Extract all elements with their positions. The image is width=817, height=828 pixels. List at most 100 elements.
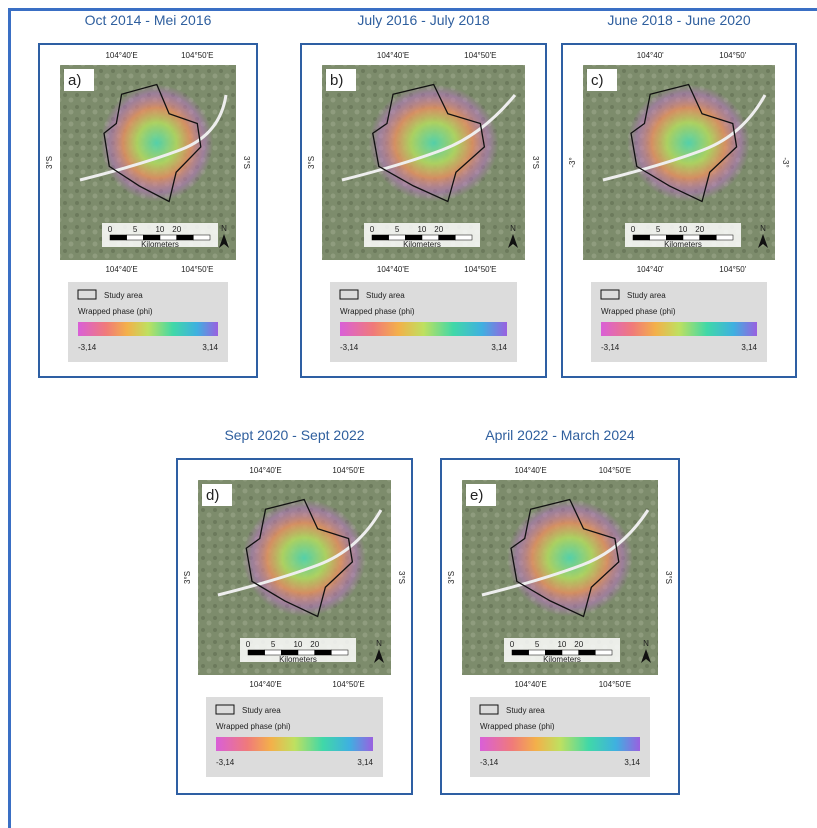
panel-label: a) xyxy=(68,72,81,89)
scale-segment xyxy=(700,235,717,240)
scale-segment xyxy=(177,235,194,240)
scale-segment xyxy=(110,235,127,240)
phase-overlay xyxy=(242,500,366,617)
top-tick-label: 104°50'E xyxy=(464,51,496,60)
scale-unit: Kilometers xyxy=(279,655,317,664)
legend-phase-title: Wrapped phase (phi) xyxy=(480,722,555,731)
north-label: N xyxy=(643,639,649,648)
panel-label: e) xyxy=(470,487,483,504)
scale-label: 10 xyxy=(155,225,164,234)
bottom-tick-label: 104°40'E xyxy=(377,265,409,274)
left-tick-label: -3° xyxy=(568,157,577,167)
north-label: N xyxy=(760,224,766,233)
top-tick-label: 104°40'E xyxy=(249,466,281,475)
scale-label: 5 xyxy=(395,225,400,234)
legend-colorbar xyxy=(340,322,507,336)
legend-min: -3,14 xyxy=(601,343,620,352)
legend-study-area: Study area xyxy=(627,291,666,300)
scale-label: 10 xyxy=(678,225,687,234)
scale-label: 20 xyxy=(310,640,319,649)
scale-label: 20 xyxy=(172,225,181,234)
legend-min: -3,14 xyxy=(340,343,359,352)
top-tick-label: 104°50'E xyxy=(599,466,631,475)
phase-overlay xyxy=(507,500,632,617)
legend-min: -3,14 xyxy=(78,343,97,352)
scale-label: 5 xyxy=(271,640,276,649)
scale-label: 0 xyxy=(510,640,515,649)
phase-overlay xyxy=(627,85,750,202)
scale-unit: Kilometers xyxy=(403,240,441,249)
scale-label: 20 xyxy=(434,225,443,234)
right-tick-label: 3°S xyxy=(664,571,673,584)
bottom-tick-label: 104°40'E xyxy=(514,680,546,689)
scale-label: 20 xyxy=(695,225,704,234)
panel-label: c) xyxy=(591,72,604,89)
scale-unit: Kilometers xyxy=(664,240,702,249)
scale-segment xyxy=(633,235,650,240)
scale-segment xyxy=(595,650,612,655)
left-tick-label: 3°S xyxy=(183,571,192,584)
scale-unit: Kilometers xyxy=(141,240,179,249)
legend-study-area: Study area xyxy=(506,706,545,715)
panel-label: d) xyxy=(206,487,219,504)
legend-phase-title: Wrapped phase (phi) xyxy=(340,307,415,316)
scale-segment xyxy=(716,235,733,240)
panel-title: Oct 2014 - Mei 2016 xyxy=(38,12,258,28)
legend-phase-title: Wrapped phase (phi) xyxy=(601,307,676,316)
top-tick-label: 104°50'E xyxy=(181,51,213,60)
legend-colorbar xyxy=(216,737,373,751)
legend-study-area: Study area xyxy=(242,706,281,715)
legend-max: 3,14 xyxy=(202,343,218,352)
scale-segment xyxy=(331,650,348,655)
scale-label: 10 xyxy=(417,225,426,234)
legend-colorbar xyxy=(78,322,218,336)
phase-overlay xyxy=(369,85,499,202)
top-tick-label: 104°50' xyxy=(719,51,746,60)
right-tick-label: 3°S xyxy=(397,571,406,584)
legend-phase-title: Wrapped phase (phi) xyxy=(78,307,153,316)
bottom-tick-label: 104°40'E xyxy=(105,265,137,274)
scale-label: 5 xyxy=(133,225,138,234)
scale-segment xyxy=(315,650,332,655)
scale-label: 20 xyxy=(574,640,583,649)
scale-segment xyxy=(439,235,456,240)
bottom-tick-label: 104°40' xyxy=(637,265,664,274)
legend-min: -3,14 xyxy=(480,758,499,767)
north-label: N xyxy=(510,224,516,233)
legend-study-area: Study area xyxy=(366,291,405,300)
right-tick-label: -3° xyxy=(781,157,790,167)
bottom-tick-label: 104°50'E xyxy=(181,265,213,274)
panel-title: July 2016 - July 2018 xyxy=(300,12,547,28)
panel-title: Sept 2020 - Sept 2022 xyxy=(176,427,413,443)
right-tick-label: 3°S xyxy=(531,156,540,169)
panel-label: b) xyxy=(330,72,343,89)
bottom-tick-label: 104°50' xyxy=(719,265,746,274)
north-label: N xyxy=(221,224,227,233)
scale-label: 0 xyxy=(370,225,375,234)
north-label: N xyxy=(376,639,382,648)
legend-study-area: Study area xyxy=(104,291,143,300)
bottom-tick-label: 104°50'E xyxy=(464,265,496,274)
scale-label: 0 xyxy=(631,225,636,234)
scale-label: 5 xyxy=(535,640,540,649)
legend-colorbar xyxy=(601,322,757,336)
left-tick-label: 3°S xyxy=(447,571,456,584)
scale-segment xyxy=(512,650,529,655)
legend-max: 3,14 xyxy=(491,343,507,352)
top-tick-label: 104°40' xyxy=(637,51,664,60)
panel-title: April 2022 - March 2024 xyxy=(440,427,680,443)
bottom-tick-label: 104°40'E xyxy=(249,680,281,689)
scale-unit: Kilometers xyxy=(543,655,581,664)
scale-segment xyxy=(455,235,472,240)
scale-label: 10 xyxy=(557,640,566,649)
scale-segment xyxy=(372,235,389,240)
left-tick-label: 3°S xyxy=(307,156,316,169)
legend-max: 3,14 xyxy=(624,758,640,767)
scale-label: 0 xyxy=(108,225,113,234)
legend-colorbar xyxy=(480,737,640,751)
left-tick-label: 3°S xyxy=(45,156,54,169)
map-panel: e)104°40'E104°40'E104°50'E104°50'E3°S3°S… xyxy=(440,458,680,795)
